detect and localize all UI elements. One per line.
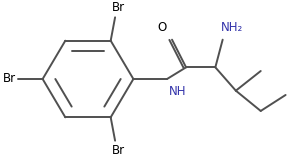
Text: Br: Br [3, 73, 16, 85]
Text: NH₂: NH₂ [221, 21, 243, 33]
Text: Br: Br [111, 1, 125, 14]
Text: NH: NH [168, 85, 186, 98]
Text: Br: Br [111, 144, 125, 157]
Text: O: O [158, 21, 167, 33]
